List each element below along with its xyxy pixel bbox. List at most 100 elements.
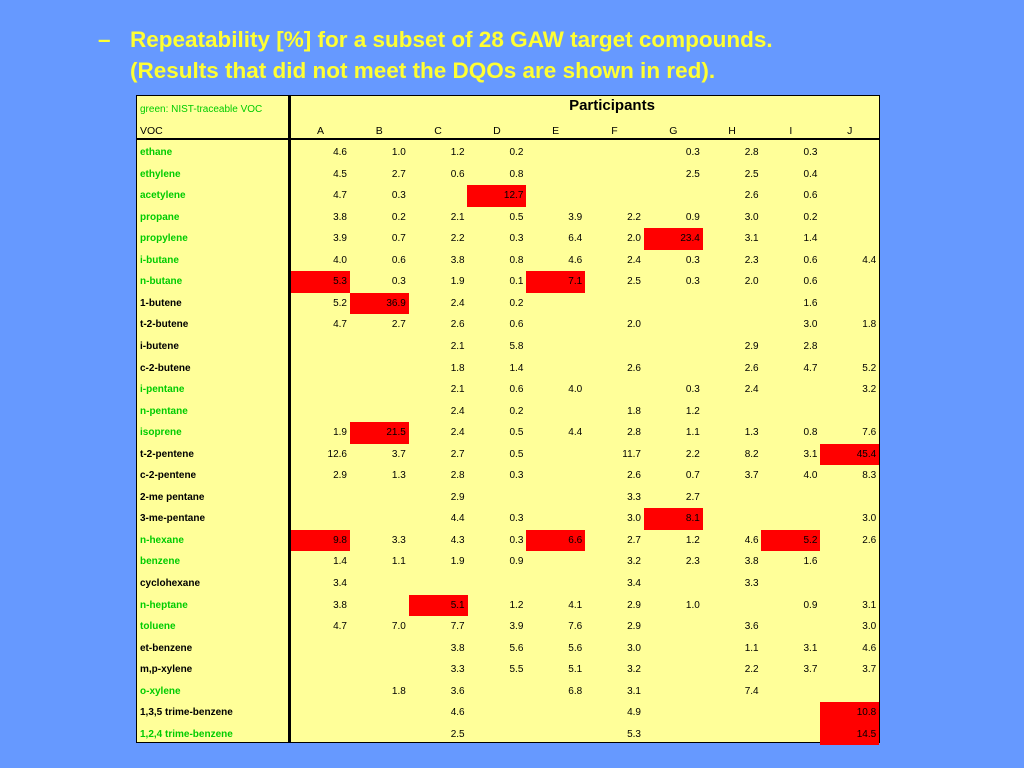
- value-cell: 5.6: [509, 642, 524, 654]
- title-line-1: Repeatability [%] for a subset of 28 GAW…: [130, 27, 773, 52]
- value-cell: 4.1: [568, 599, 583, 611]
- value-cell: 2.2: [627, 211, 641, 223]
- value-cell: 2.6: [862, 534, 877, 546]
- voc-name: t-2-butene: [140, 319, 189, 331]
- value-cell: 2.6: [744, 362, 759, 374]
- value-cell: 2.2: [744, 664, 759, 676]
- value-cell: 2.0: [744, 276, 759, 288]
- value-cell: 0.3: [509, 513, 524, 525]
- value-cell: 3.8: [333, 599, 347, 611]
- value-cell-failed: 10.8: [820, 702, 880, 724]
- value-cell: 1.1: [391, 556, 406, 568]
- value-cell: 3.2: [627, 556, 641, 568]
- value-cell: 1.2: [685, 534, 700, 546]
- value-cell: 2.5: [450, 728, 465, 740]
- value-cell: 2.6: [627, 470, 641, 482]
- voc-name: cyclohexane: [140, 578, 201, 589]
- value-cell: 0.3: [685, 147, 700, 158]
- nist-legend-note: green: NIST-traceable VOC: [140, 104, 263, 115]
- value-cell: 3.0: [862, 513, 877, 525]
- voc-name: 3-me-pentane: [140, 513, 206, 525]
- value-cell: 2.5: [685, 168, 700, 180]
- value-cell: 1.8: [450, 362, 465, 374]
- value-cell: 4.6: [568, 254, 583, 266]
- column-header-b: B: [375, 125, 383, 137]
- value-cell: 5.3: [627, 728, 641, 740]
- column-header-a: A: [316, 125, 324, 137]
- value-cell: 2.7: [685, 491, 700, 503]
- value-cell: 3.3: [627, 491, 641, 503]
- value-cell: 7.6: [862, 427, 877, 439]
- value-cell: 2.4: [627, 254, 641, 266]
- voc-name: 1,2,4 trime-benzene: [140, 728, 233, 740]
- value-cell: 1.9: [450, 276, 465, 288]
- value-cell: 1.3: [391, 470, 406, 482]
- value-cell: 0.7: [391, 233, 406, 245]
- participants-heading: Participants: [569, 97, 655, 114]
- value-cell: 3.9: [509, 621, 524, 633]
- value-cell: 0.3: [685, 276, 700, 288]
- value-cell: 0.5: [509, 448, 524, 460]
- voc-name: n-pentane: [140, 405, 188, 417]
- value-cell: 1.2: [509, 599, 524, 611]
- value-cell: 3.8: [450, 642, 465, 654]
- voc-name: propylene: [140, 233, 188, 245]
- value-cell: 4.7: [803, 362, 818, 374]
- value-cell: 4.4: [568, 427, 583, 439]
- bullet-dash: –: [98, 27, 111, 52]
- value-cell: 5.5: [509, 664, 524, 676]
- value-cell: 2.9: [627, 599, 641, 611]
- value-cell: 2.7: [391, 168, 406, 180]
- value-cell: 0.3: [391, 190, 406, 202]
- value-cell-failed: 6.6: [526, 529, 586, 552]
- value-cell: 0.8: [803, 427, 818, 439]
- value-cell-failed: 12.7: [467, 185, 527, 207]
- column-header-row: VOC A B C D E F G H I J: [137, 124, 879, 138]
- voc-name: o-xylene: [140, 685, 181, 697]
- value-cell: 3.1: [803, 642, 818, 654]
- value-cell: 4.0: [803, 470, 818, 482]
- value-cell: 4.6: [862, 642, 877, 654]
- value-cell: 3.7: [803, 664, 818, 676]
- value-cell: 2.7: [627, 534, 641, 546]
- voc-name: et-benzene: [140, 642, 193, 654]
- value-cell: 1.6: [803, 297, 818, 309]
- voc-name: i-butene: [140, 340, 179, 352]
- value-cell: 4.3: [450, 534, 465, 546]
- value-cell: 4.4: [450, 513, 465, 525]
- value-cell: 3.8: [744, 556, 759, 568]
- value-cell: 1.2: [685, 405, 700, 417]
- value-cell: 3.4: [627, 578, 641, 589]
- value-cell: 3.1: [744, 233, 759, 245]
- value-cell: 0.3: [509, 233, 524, 245]
- value-cell: 3.3: [744, 578, 759, 589]
- value-cell: 4.0: [333, 254, 347, 266]
- value-cell: 0.6: [391, 254, 406, 266]
- value-cell: 8.3: [862, 470, 877, 482]
- value-cell: 5.6: [568, 642, 583, 654]
- value-cell: 11.7: [622, 448, 641, 460]
- voc-name: c-2-butene: [140, 362, 191, 374]
- value-cell: 0.6: [803, 190, 818, 202]
- value-cell: 8.2: [744, 448, 759, 460]
- voc-name: i-pentane: [140, 384, 185, 396]
- value-cell: 2.8: [450, 470, 465, 482]
- value-cell: 2.1: [450, 211, 465, 223]
- value-cell: 0.8: [509, 168, 524, 180]
- value-cell: 2.4: [450, 427, 465, 439]
- value-cell: 2.4: [450, 405, 465, 417]
- value-cell: 2.1: [450, 340, 465, 352]
- value-cell: 3.3: [450, 664, 465, 676]
- value-cell: 3.8: [450, 254, 465, 266]
- value-cell: 2.4: [450, 297, 465, 309]
- value-cell: 3.0: [627, 513, 641, 525]
- value-cell: 4.6: [744, 534, 759, 546]
- value-cell: 0.3: [685, 384, 700, 396]
- value-cell: 0.3: [509, 470, 524, 482]
- value-cell: 0.4: [803, 168, 818, 180]
- voc-column-header: VOC: [140, 125, 163, 137]
- value-cell: 2.5: [744, 168, 759, 180]
- value-cell: 3.4: [333, 578, 347, 589]
- value-cell: 2.6: [627, 362, 641, 374]
- value-cell: 7.0: [391, 621, 406, 633]
